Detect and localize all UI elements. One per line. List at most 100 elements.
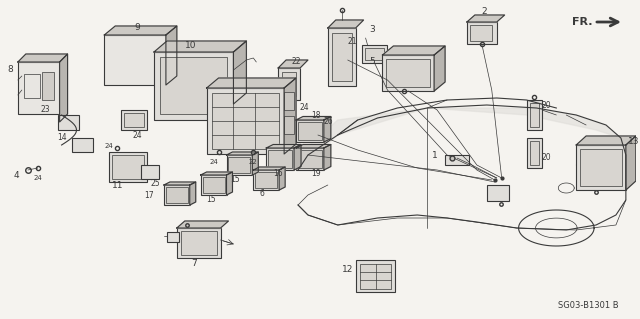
Bar — [164, 185, 189, 205]
Bar — [356, 260, 396, 292]
Bar — [303, 120, 321, 132]
Bar — [227, 155, 252, 175]
Bar — [228, 157, 250, 173]
Text: 5: 5 — [370, 57, 376, 66]
Text: 8: 8 — [7, 65, 13, 75]
Bar — [387, 59, 430, 87]
Bar — [121, 110, 147, 130]
Polygon shape — [166, 26, 177, 85]
Polygon shape — [227, 172, 232, 195]
Polygon shape — [467, 15, 505, 22]
Polygon shape — [626, 136, 636, 190]
Polygon shape — [279, 167, 285, 190]
Bar — [124, 113, 144, 127]
Bar — [160, 57, 227, 114]
Bar — [177, 228, 221, 258]
Bar — [166, 187, 188, 203]
Polygon shape — [294, 145, 301, 170]
Text: 11: 11 — [111, 182, 123, 190]
Bar — [58, 115, 79, 130]
Text: 25: 25 — [150, 179, 160, 188]
Text: 17: 17 — [144, 190, 154, 199]
Text: FR.: FR. — [572, 17, 592, 27]
Bar — [296, 120, 324, 142]
Polygon shape — [296, 116, 331, 120]
Polygon shape — [383, 46, 445, 55]
Text: SG03-B1301 B: SG03-B1301 B — [558, 301, 619, 310]
Polygon shape — [164, 182, 196, 185]
Bar — [580, 149, 622, 186]
Bar — [365, 48, 385, 60]
Bar — [167, 232, 179, 242]
Bar — [328, 28, 356, 86]
Bar — [529, 141, 540, 165]
Polygon shape — [252, 152, 259, 175]
Text: 24: 24 — [209, 159, 218, 165]
Polygon shape — [154, 41, 246, 52]
Text: 24: 24 — [132, 130, 142, 139]
Bar — [72, 138, 93, 152]
Polygon shape — [284, 78, 296, 154]
Bar — [18, 62, 60, 114]
Text: 26: 26 — [323, 117, 333, 127]
Polygon shape — [104, 26, 177, 35]
Bar — [527, 100, 543, 130]
Text: 18: 18 — [311, 110, 321, 120]
Polygon shape — [234, 41, 246, 104]
Bar — [201, 175, 227, 195]
Polygon shape — [201, 172, 232, 175]
Polygon shape — [434, 46, 445, 91]
Bar — [332, 33, 351, 81]
Text: 3: 3 — [370, 26, 376, 34]
Text: 6: 6 — [260, 189, 265, 198]
Text: 9: 9 — [134, 24, 140, 33]
Polygon shape — [296, 145, 331, 148]
Text: 22: 22 — [291, 57, 301, 66]
Bar — [282, 72, 296, 96]
Text: 2: 2 — [481, 8, 486, 17]
Polygon shape — [18, 54, 68, 62]
Bar — [527, 138, 543, 168]
Text: 24: 24 — [105, 143, 114, 149]
Polygon shape — [324, 145, 331, 170]
Bar — [104, 35, 166, 85]
Text: 15: 15 — [206, 195, 216, 204]
Polygon shape — [253, 167, 285, 170]
Bar — [255, 172, 277, 188]
Bar — [141, 165, 159, 179]
Bar — [467, 22, 497, 44]
Text: 20: 20 — [541, 153, 551, 162]
Polygon shape — [177, 221, 228, 228]
Polygon shape — [189, 182, 196, 205]
Polygon shape — [60, 54, 68, 122]
Bar — [296, 148, 324, 170]
Bar — [154, 52, 234, 120]
Bar — [383, 55, 434, 91]
Text: 24: 24 — [299, 103, 309, 113]
Text: 23: 23 — [41, 106, 51, 115]
Bar — [487, 185, 509, 201]
Text: 1: 1 — [432, 151, 438, 160]
Text: 10: 10 — [185, 41, 196, 49]
Bar — [284, 92, 294, 110]
Text: 19: 19 — [311, 169, 321, 179]
Bar — [212, 93, 279, 149]
Text: 7: 7 — [191, 258, 196, 268]
Bar — [207, 88, 284, 154]
Text: 22: 22 — [249, 159, 258, 165]
Text: 21: 21 — [348, 38, 357, 47]
Bar — [298, 122, 322, 140]
Bar — [284, 116, 294, 134]
Polygon shape — [328, 20, 364, 28]
Bar — [253, 170, 279, 190]
Text: 24: 24 — [33, 175, 42, 181]
Bar — [470, 25, 492, 41]
Text: 12: 12 — [342, 265, 353, 275]
Bar — [360, 264, 392, 289]
Text: 14: 14 — [57, 133, 67, 143]
Polygon shape — [576, 136, 636, 145]
Bar — [445, 155, 469, 165]
Bar — [576, 145, 626, 190]
Text: 15: 15 — [230, 174, 240, 183]
Polygon shape — [278, 60, 308, 68]
